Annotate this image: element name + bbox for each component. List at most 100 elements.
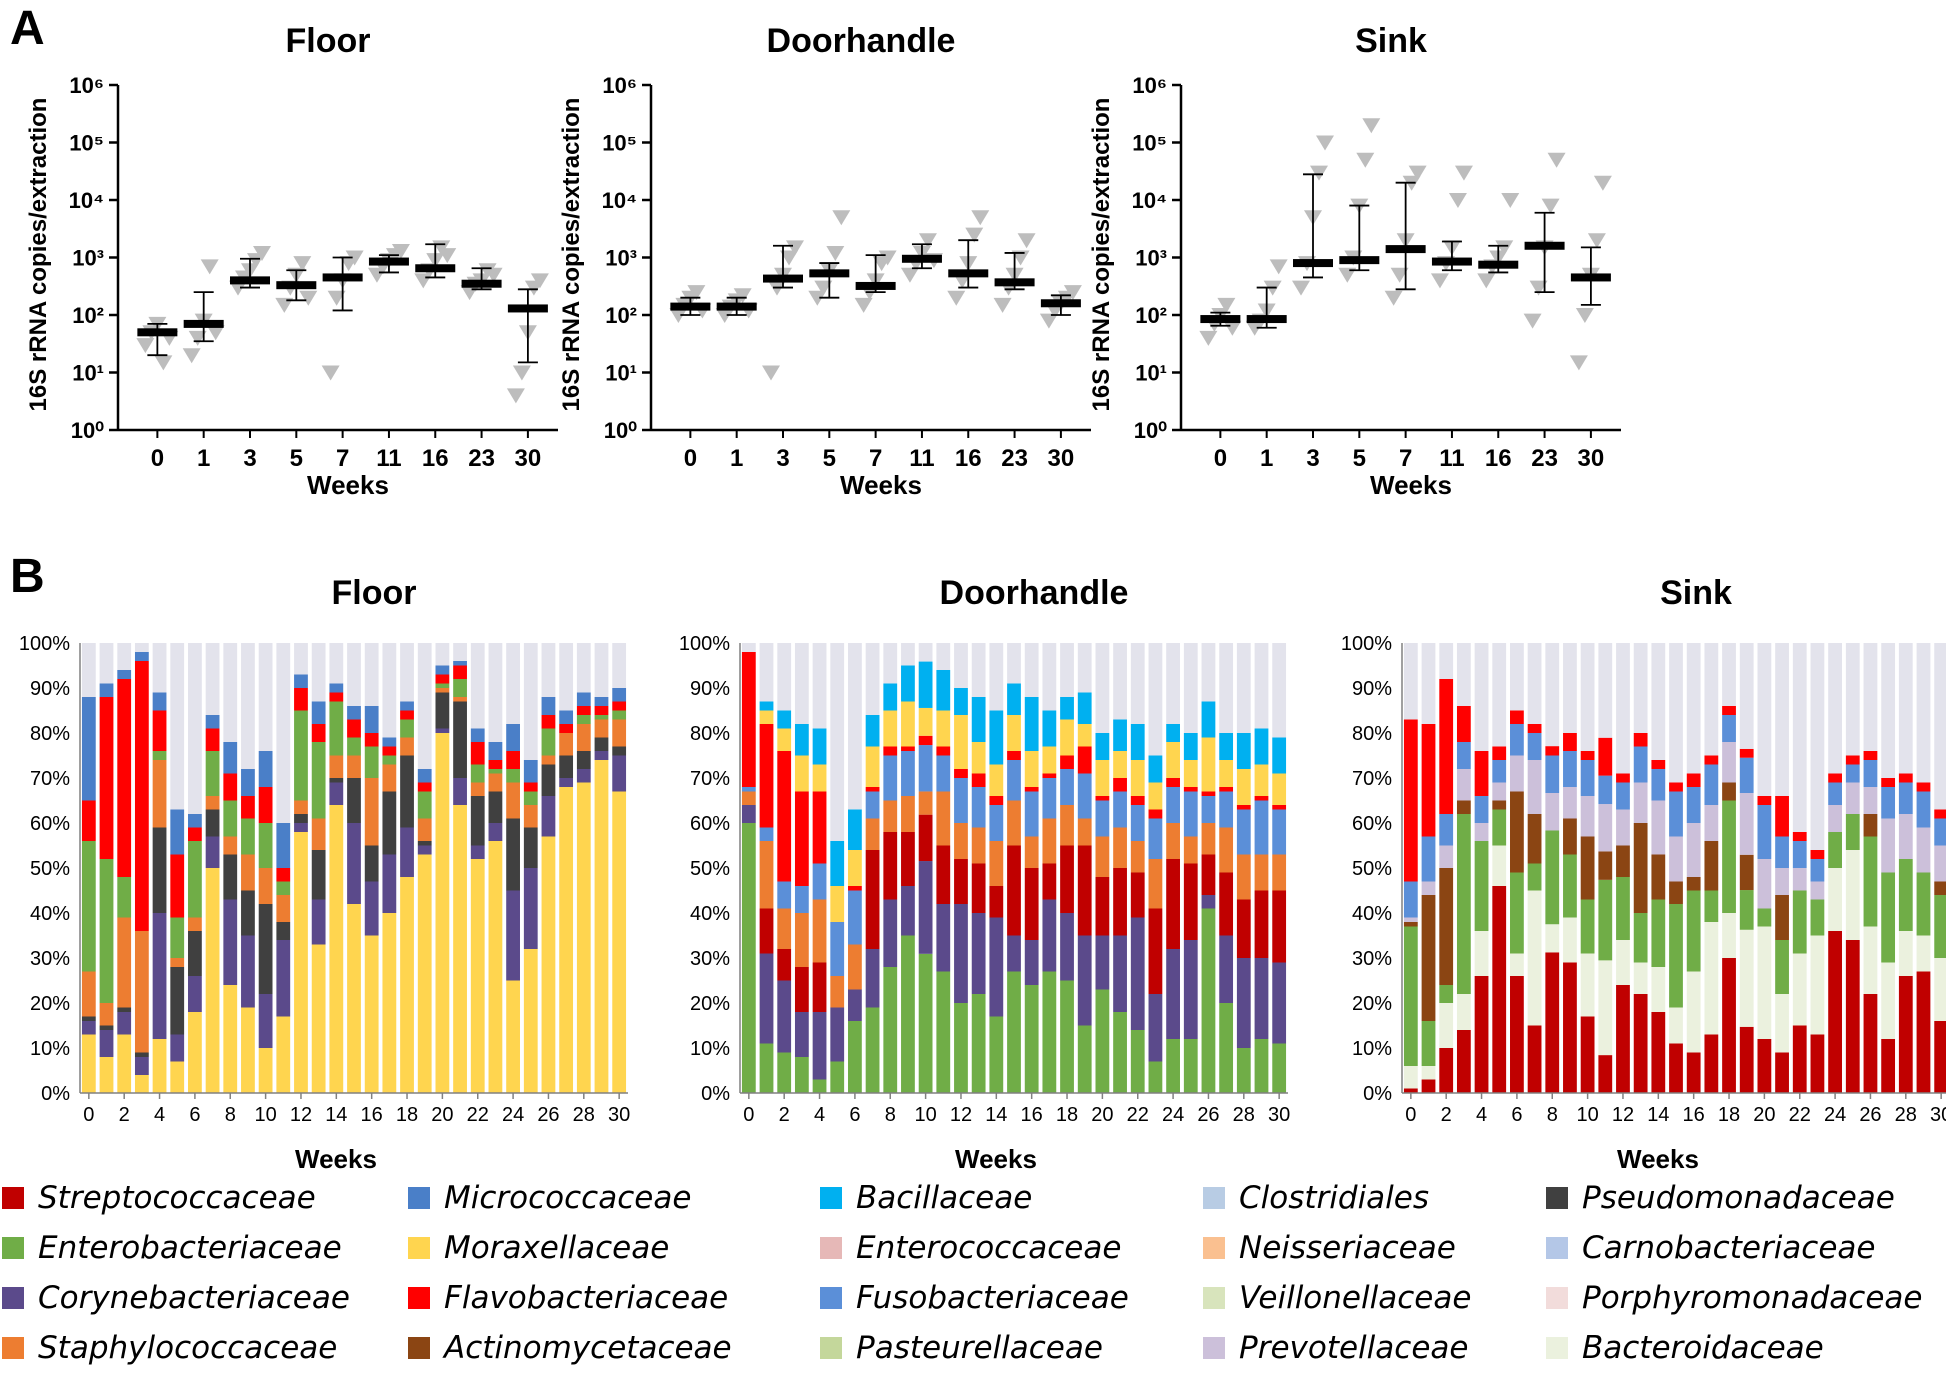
median-bar bbox=[716, 302, 757, 311]
bar-segment-moraxellaceae bbox=[258, 1048, 273, 1093]
data-point bbox=[391, 243, 410, 259]
legend-label: Bacillaceae bbox=[856, 1180, 1033, 1216]
legend-item: Pasteurellaceae bbox=[820, 1326, 1103, 1370]
bar-segment-staphylococcaceae bbox=[453, 697, 467, 702]
legend-label: Pasteurellaceae bbox=[856, 1330, 1103, 1366]
bar-segment-moraxellaceae bbox=[812, 764, 827, 792]
x-tick-label: 2 bbox=[779, 1104, 790, 1126]
bar-segment-actinomycetaceae bbox=[1863, 814, 1878, 837]
bar-segment-enterobacteriaceae bbox=[294, 710, 308, 801]
legend-item: Pseudomonadaceae bbox=[1546, 1176, 1895, 1220]
bar-segment-streptococcaceae bbox=[936, 845, 951, 904]
data-point bbox=[1408, 165, 1427, 181]
bar-segment-staphylococcaceae bbox=[1148, 859, 1163, 909]
bar-segment-bacillaceae bbox=[777, 710, 792, 729]
bar-segment-moraxellaceae bbox=[1254, 764, 1269, 796]
x-tick-label: 14 bbox=[325, 1104, 347, 1126]
y-tick-label: 10² bbox=[1135, 303, 1167, 328]
bar-segment-bacteroidaceae bbox=[1474, 931, 1489, 976]
bar-segment-flavobacteriaceae bbox=[1722, 706, 1736, 715]
bar-segment-prevotellaceae bbox=[1421, 881, 1436, 895]
x-tick-label: 30 bbox=[1578, 445, 1605, 472]
bar-segment-streptococcaceae bbox=[1845, 940, 1860, 1093]
median-bar bbox=[507, 304, 548, 313]
bar-segment-flavobacteriaceae bbox=[865, 787, 880, 792]
bar-segment-pseudomonadaceae bbox=[188, 931, 202, 976]
bar-segment-actinomycetaceae bbox=[1669, 881, 1683, 904]
bar-segment-enterobacteriaceae bbox=[1113, 1012, 1127, 1093]
bar-segment-actinomycetaceae bbox=[1580, 836, 1595, 900]
y-tick-label: 60% bbox=[30, 813, 70, 835]
data-point bbox=[1011, 250, 1030, 266]
bar-segment-staphylococcaceae bbox=[576, 724, 591, 751]
x-tick-label: 18 bbox=[1056, 1104, 1078, 1126]
bar-segment-streptococcaceae bbox=[1828, 931, 1842, 1093]
bar-segment-staphylococcaceae bbox=[1113, 827, 1127, 868]
bar-segment-enterobacteriaceae bbox=[1651, 899, 1666, 967]
x-axis-label: Weeks bbox=[307, 470, 389, 500]
bar-segment-enterobacteriaceae bbox=[1916, 872, 1931, 936]
scatter-chart-sink: Sink 10⁰ 10¹ 10² 10³ 10⁴ 10⁵ 10⁶ 16S rRNA copies… bbox=[1088, 22, 1621, 500]
bar-segment-micrococcaceae bbox=[311, 701, 326, 724]
bar-segment-enterobacteriaceae bbox=[1686, 890, 1701, 972]
bar-segment-enterobacteriaceae bbox=[241, 818, 255, 855]
bar-segment-flavobacteriaceae bbox=[612, 701, 627, 711]
bar-segment-fusobacteriaceae bbox=[1934, 818, 1946, 846]
y-axis-label: 16S rRNA copies/extraction bbox=[25, 98, 52, 412]
bar-segment-other bbox=[1616, 643, 1630, 774]
bar-segment-bacteroidaceae bbox=[1704, 922, 1719, 1035]
bar-segment-micrococcaceae bbox=[364, 706, 379, 733]
bar-segment-other bbox=[559, 643, 574, 711]
bar-segment-flavobacteriaceae bbox=[1616, 773, 1630, 783]
bar-segment-flavobacteriaceae bbox=[170, 854, 185, 918]
bar-segment-bacillaceae bbox=[1201, 701, 1216, 738]
bar-segment-other bbox=[99, 643, 114, 684]
bar-segment-streptococcaceae bbox=[1651, 1012, 1666, 1093]
data-point bbox=[1477, 273, 1496, 289]
bar-segment-enterobacteriaceae bbox=[1616, 877, 1630, 940]
bar-segment-other bbox=[594, 643, 609, 697]
bar-segment-enterobacteriaceae bbox=[1130, 1030, 1145, 1093]
y-tick-label: 10⁰ bbox=[604, 418, 637, 443]
y-tick-label: 10⁶ bbox=[69, 73, 104, 98]
legend-swatch bbox=[1203, 1287, 1225, 1309]
bar-segment-streptococcaceae bbox=[1077, 845, 1092, 936]
bar-segment-flavobacteriaceae bbox=[1403, 719, 1418, 882]
y-tick-label: 100% bbox=[1341, 633, 1392, 655]
bar-segment-staphylococcaceae bbox=[1095, 836, 1110, 877]
bar-segment-streptococcaceae bbox=[971, 863, 986, 913]
bar-segment-enterobacteriaceae bbox=[741, 823, 756, 1093]
bar-segment-fusobacteriaceae bbox=[883, 755, 898, 801]
bar-segment-staphylococcaceae bbox=[1236, 854, 1251, 900]
bar-segment-other bbox=[488, 643, 503, 742]
x-tick-label: 14 bbox=[985, 1104, 1007, 1126]
bar-segment-streptococcaceae bbox=[759, 908, 774, 954]
legend-label: Prevotellaceae bbox=[1239, 1330, 1469, 1366]
legend-item: Staphylococcaceae bbox=[2, 1326, 337, 1370]
bar-segment-enterobacteriaceae bbox=[865, 1007, 880, 1093]
legend-swatch bbox=[1203, 1237, 1225, 1259]
legend-item: Micrococcaceae bbox=[408, 1176, 691, 1220]
bar-segment-staphylococcaceae bbox=[1183, 836, 1198, 864]
x-tick-label: 23 bbox=[1001, 445, 1028, 472]
bar-segment-micrococcaceae bbox=[134, 652, 149, 661]
data-point bbox=[438, 248, 457, 264]
bar-segment-moraxellaceae bbox=[134, 1075, 149, 1093]
bar-segment-enterobacteriaceae bbox=[1024, 985, 1039, 1093]
bar-segment-actinomycetaceae bbox=[1739, 854, 1754, 891]
bar-segment-other bbox=[134, 643, 149, 652]
bar-segment-enterobacteriaceae bbox=[1042, 971, 1057, 1093]
x-tick-label: 24 bbox=[1824, 1104, 1846, 1126]
bar-segment-other bbox=[1474, 643, 1489, 751]
bar-segment-prevotellaceae bbox=[1739, 793, 1754, 855]
bar-segment-moraxellaceae bbox=[1183, 760, 1198, 787]
bar-segment-moraxellaceae bbox=[1148, 782, 1163, 810]
bar-segment-corynebacteriaceae bbox=[794, 1012, 809, 1057]
bar-segment-enterobacteriaceae bbox=[1183, 1039, 1198, 1093]
bar-segment-staphylococcaceae bbox=[241, 854, 255, 891]
bar-segment-micrococcaceae bbox=[435, 665, 450, 675]
bar-segment-moraxellaceae bbox=[117, 1034, 132, 1093]
bar-segment-corynebacteriaceae bbox=[1130, 917, 1145, 1030]
bar-segment-bacteroidaceae bbox=[1421, 1066, 1436, 1080]
